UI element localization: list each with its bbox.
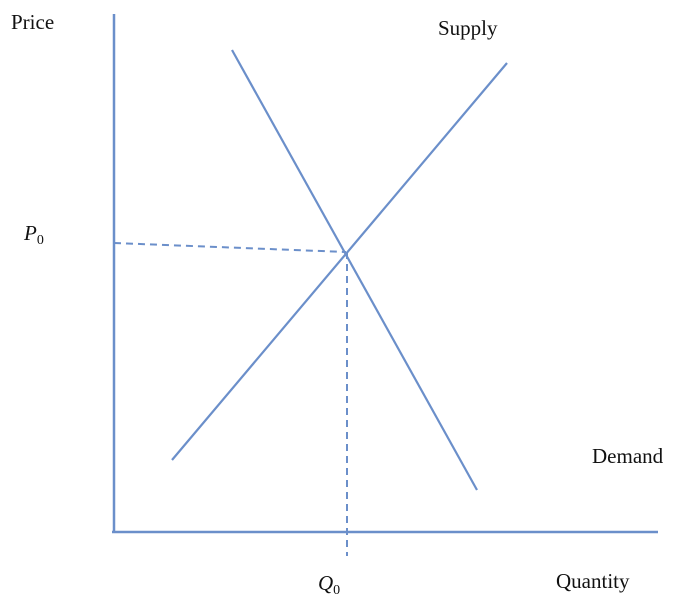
supply-label: Supply [438,16,498,40]
quantity-letter: Q [318,571,333,595]
price-guide [113,242,347,253]
demand-label: Demand [592,444,664,468]
x-axis-label: Quantity [556,569,630,593]
demand-curve [231,49,478,491]
y-axis-label: Price [11,10,54,34]
price-letter: P [23,221,37,245]
quantity-subscript: 0 [333,583,340,598]
supply-curve [171,62,508,461]
price-marker: P0 [23,221,44,248]
quantity-marker: Q0 [318,571,340,598]
price-subscript: 0 [37,233,44,248]
